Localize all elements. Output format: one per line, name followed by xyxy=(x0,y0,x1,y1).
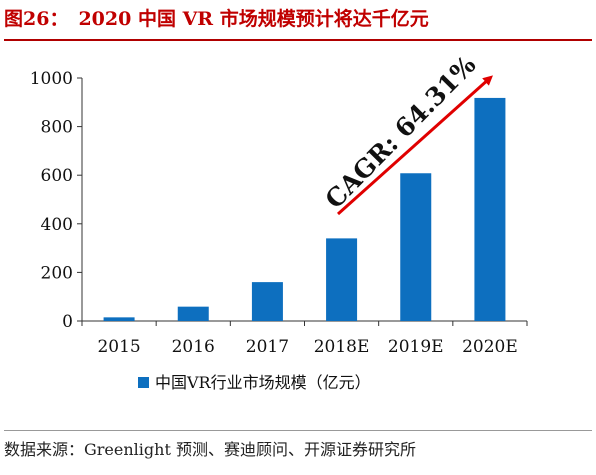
bar xyxy=(326,238,358,321)
legend: 中国VR行业市场规模（亿元） xyxy=(138,373,371,392)
bar xyxy=(103,317,135,321)
figure-title: 图26： 2020 中国 VR 市场规模预计将达千亿元 xyxy=(4,4,592,34)
source-note: 数据来源：Greenlight 预测、赛迪顾问、开源证券研究所 xyxy=(4,440,416,459)
figure-title-text: 2020 中国 VR 市场规模预计将达千亿元 xyxy=(78,8,429,30)
figure-label: 图26： xyxy=(4,8,69,30)
title-divider xyxy=(4,39,592,41)
x-tick-label: 2017 xyxy=(246,337,289,357)
bar xyxy=(177,306,209,321)
bar xyxy=(400,173,432,321)
y-tick-label: 0 xyxy=(62,312,73,332)
x-tick-label: 2018E xyxy=(314,337,370,357)
cagr-arrow xyxy=(336,75,493,216)
legend-label: 中国VR行业市场规模（亿元） xyxy=(155,373,371,392)
y-tick-label: 400 xyxy=(41,215,73,235)
bar xyxy=(474,97,506,321)
y-tick-label: 800 xyxy=(41,118,73,138)
y-tick-label: 200 xyxy=(41,263,73,283)
footer-divider xyxy=(4,430,592,431)
bar xyxy=(251,282,283,321)
x-tick-label: 2016 xyxy=(172,337,215,357)
legend-swatch xyxy=(138,377,149,388)
y-tick-label: 600 xyxy=(41,166,73,186)
x-tick-label: 2015 xyxy=(97,337,140,357)
x-tick-label: 2020E xyxy=(462,337,518,357)
bars xyxy=(103,97,506,321)
x-tick-label: 2019E xyxy=(388,337,444,357)
y-tick-label: 1000 xyxy=(30,69,73,89)
bar-chart: 0 200 400 600 800 1000 2015 2016 2017 2018E 2019E 2… xyxy=(30,50,528,392)
axes: 0 200 400 600 800 1000 2015 2016 2017 2018E 2019E 2… xyxy=(30,69,528,357)
